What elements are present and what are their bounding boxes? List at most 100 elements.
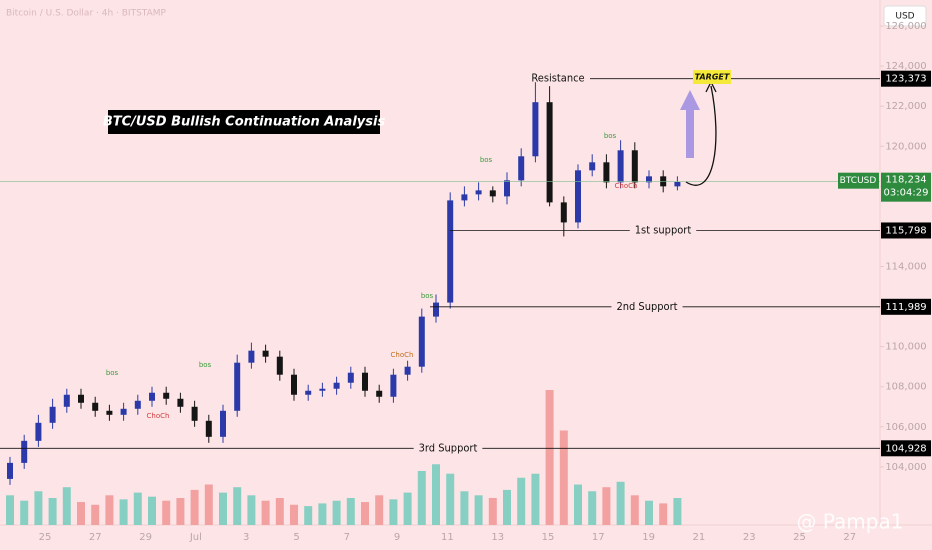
y-tick-label: 122,000 [885,101,926,112]
candle-body [631,150,638,183]
candle-body [560,202,567,223]
volume-bar [645,500,653,525]
candle-body [362,372,368,391]
volume-bar [517,477,526,525]
volume-bar [673,498,682,525]
volume-bar [574,484,582,525]
candle-body [518,156,525,181]
volume-bar [62,487,71,525]
volume-bar [247,495,256,525]
x-tick-label: 23 [743,532,756,543]
signal-label: ChoCh [615,182,638,190]
level-price-label: 123,373 [885,74,926,85]
watermark: @ Pampa1 [797,510,904,534]
candle-body [674,181,681,187]
level-price-label: 115,798 [885,225,926,236]
volume-bar [616,481,625,525]
candle-body [7,462,13,479]
candle-body [475,190,482,195]
symbol-box [838,172,879,189]
level-price-box [881,222,931,239]
volume-bar [20,500,29,525]
volume-bar [275,498,284,525]
level-label: 2nd Support [616,300,677,313]
candle-body [589,162,596,171]
volume-bar [545,390,554,525]
candle-body [305,390,312,395]
volume-bar [346,498,355,525]
level-price-box [881,298,931,315]
candle-body [276,356,283,375]
y-tick-label: 124,000 [885,61,926,72]
candle-body [205,420,212,437]
volume-bar [204,484,213,525]
candle-body [120,408,127,415]
volume-bar [233,487,242,525]
signal-label: bos [199,361,212,369]
title-box [108,110,380,134]
candle-body [134,400,141,409]
x-tick-label: 17 [592,532,605,543]
target-label: TARGET [695,73,730,82]
volume-bar [290,504,298,525]
candle-body [149,392,155,401]
x-tick-label: 27 [89,532,102,543]
symbol-label: BTCUSD [840,176,877,186]
volume-bar [105,495,114,525]
volume-bar [503,489,511,525]
candle-body [78,394,84,403]
volume-bar [148,496,156,525]
candle-body [617,150,624,183]
y-tick-label: 110,000 [885,342,926,353]
candle-body [106,410,113,415]
x-tick-label: 5 [293,532,299,543]
candle-body [319,388,326,391]
candle-body [191,406,198,421]
volume-bar [389,499,398,525]
signal-label: bos [604,132,617,140]
candle-body [177,398,184,407]
volume-bar [34,491,43,525]
volume-bar [432,464,440,525]
volume-bar [77,502,85,525]
candle-body [35,422,42,441]
volume-bar [261,500,270,525]
volume-bar [375,495,384,525]
signal-label: bos [480,156,493,164]
x-tick-label: 27 [843,532,856,543]
candle-body [546,102,553,203]
chart-title: BTC/USD Bullish Continuation Analysis [103,115,386,130]
level-price-label: 104,928 [885,443,926,454]
candle-body [220,410,226,437]
x-tick-label: 15 [542,532,555,543]
volume-bar [176,498,185,525]
up-arrow [680,90,700,158]
candle-body [92,402,99,411]
candle-body [21,440,28,463]
candle-body [347,372,354,383]
x-tick-label: 29 [139,532,152,543]
volume-bar [219,492,227,525]
candle-body [447,200,454,303]
x-tick-label: 7 [344,532,350,543]
candle-body [489,190,496,197]
x-tick-label: 11 [441,532,454,543]
candle-body [63,394,70,407]
volume-bar [403,492,412,525]
candle-body [404,366,411,375]
plot: 104,000106,000108,000110,000112,000114,0… [0,21,931,543]
x-tick-label: 13 [491,532,504,543]
volume-bar [531,473,540,525]
candle-body [376,390,383,397]
volume-bar [332,500,341,525]
candle-body [433,302,439,317]
candle-body [248,350,255,363]
level-label: 3rd Support [419,441,478,454]
level-price-box [881,440,931,457]
volume-bar [91,504,100,525]
volume-bar [417,471,426,525]
y-tick-label: 114,000 [885,262,926,273]
candle-body [291,374,297,395]
volume-bar [318,503,327,525]
